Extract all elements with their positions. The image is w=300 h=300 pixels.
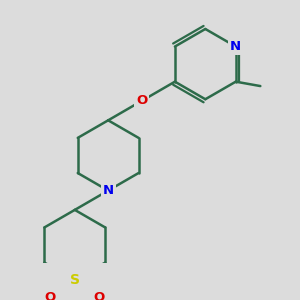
Text: N: N (103, 184, 114, 197)
Text: O: O (45, 291, 56, 300)
Text: N: N (230, 40, 241, 53)
Text: O: O (94, 291, 105, 300)
Text: O: O (136, 94, 147, 107)
Text: S: S (70, 273, 80, 287)
